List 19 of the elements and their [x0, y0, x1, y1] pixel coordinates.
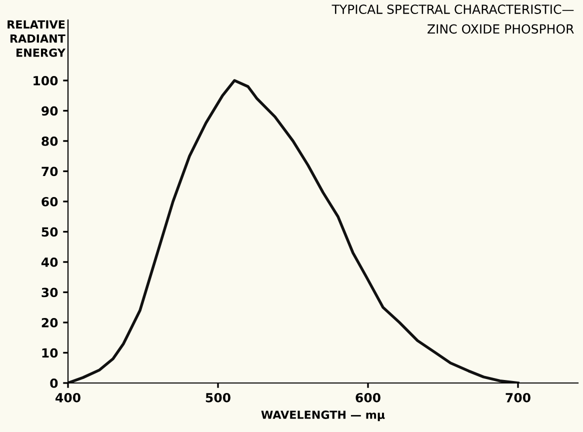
y-tick-label: 30	[42, 288, 58, 298]
y-tick-label: 20	[42, 318, 58, 328]
y-tick-label: 0	[50, 378, 58, 388]
y-tick-label: 10	[42, 348, 58, 358]
y-tick-label: 90	[42, 106, 58, 116]
x-tick-label: 700	[506, 392, 530, 402]
chart-title: TYPICAL SPECTRAL CHARACTERISTIC— ZINC OXIDE PHOSPHOR	[332, 4, 574, 34]
x-axis-title: WAVELENGTH — mμ	[261, 410, 385, 422]
y-tick-label: 70	[42, 166, 58, 176]
y-tick-label: 50	[42, 227, 58, 237]
line-series	[68, 79, 520, 383]
x-tick-label: 500	[206, 392, 230, 402]
y-tick-label: 80	[42, 136, 58, 146]
x-tick-label: 400	[56, 392, 80, 402]
x-tick-label: 600	[356, 392, 380, 402]
y-tick-label: 100	[34, 76, 58, 86]
y-axis-title: RELATIVE RADIANT ENERGY	[8, 20, 66, 57]
y-tick-label: 40	[41, 257, 58, 267]
y-tick-label: 60	[42, 196, 58, 206]
